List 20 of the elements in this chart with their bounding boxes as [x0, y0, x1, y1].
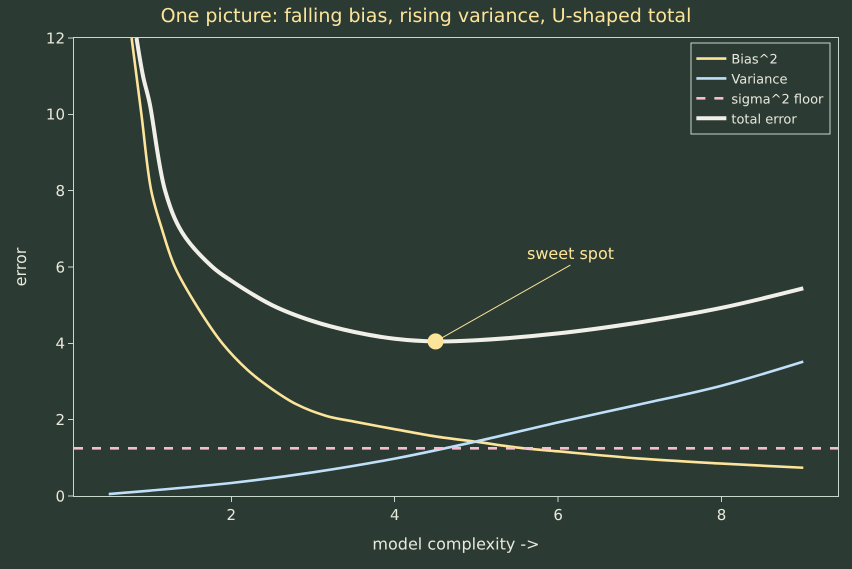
line-series	[107, 360, 805, 496]
legend-label: sigma^2 floor	[731, 92, 824, 108]
y-tick-label: 8	[55, 182, 65, 200]
x-tick-label: 8	[716, 506, 726, 524]
x-axis-title: model complexity ->	[372, 534, 540, 554]
legend-label: Bias^2	[731, 52, 778, 68]
chart-title: One picture: falling bias, rising variance, U-shaped total	[160, 4, 692, 27]
annotation: sweet spot	[527, 244, 614, 263]
y-tick-label: 10	[46, 106, 65, 124]
legend-label: total error	[731, 112, 798, 128]
x-tick-label: 4	[390, 506, 400, 524]
x-tick-label: 2	[226, 506, 236, 524]
y-tick-label: 6	[55, 258, 65, 276]
y-tick-label: 2	[55, 410, 65, 429]
y-tick-label: 12	[46, 29, 65, 48]
y-tick-label: 0	[55, 487, 65, 506]
y-axis-title: error	[10, 247, 30, 286]
y-tick-label: 4	[55, 334, 65, 353]
x-tick-label: 6	[553, 506, 563, 524]
legend-label: Variance	[731, 72, 788, 88]
